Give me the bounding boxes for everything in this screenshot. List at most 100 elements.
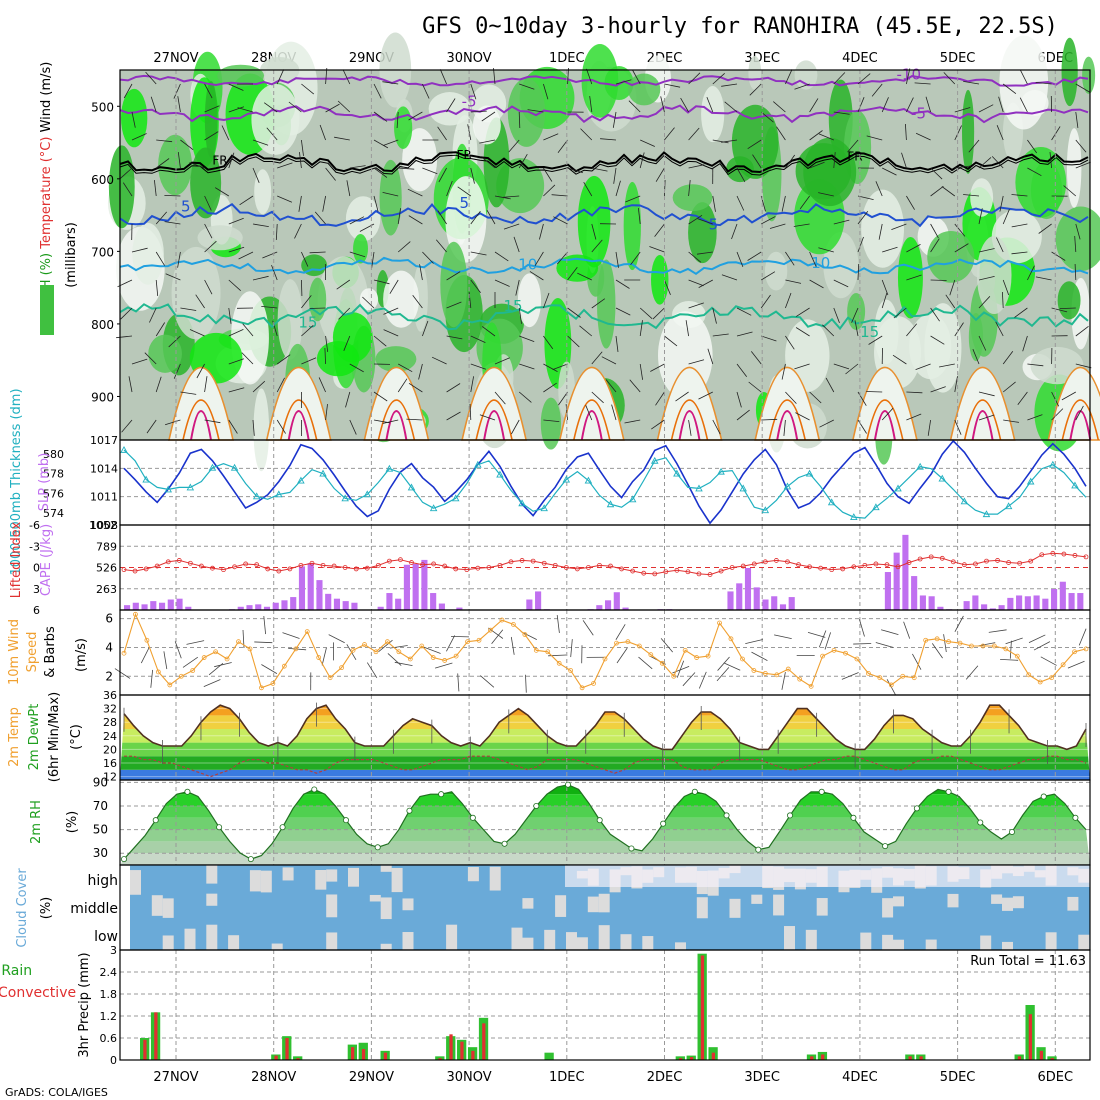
wind-barb — [781, 195, 786, 212]
cloud-clear-block — [380, 897, 392, 920]
lifted-marker — [619, 566, 624, 572]
rh-marker — [406, 807, 413, 814]
cloud-level-label: low — [94, 929, 118, 945]
wind-barb — [412, 295, 423, 309]
rh-tick-label: 50 — [93, 823, 108, 837]
lifted-marker — [276, 568, 282, 574]
wind-barb — [467, 124, 472, 141]
wind-barb — [697, 218, 713, 225]
warm-dome — [656, 366, 723, 441]
slp-tick-label: 1014 — [90, 462, 118, 475]
lifted-marker — [364, 565, 370, 571]
wind-barb — [154, 180, 157, 197]
wind-barb — [996, 237, 1004, 253]
wind-barb — [664, 127, 675, 141]
wind-barb — [513, 236, 520, 253]
temp-ylabel-1: 2m Temp — [7, 707, 22, 767]
top-date-label: 1DEC — [549, 51, 585, 66]
surface-wind-barb — [186, 640, 205, 645]
high-cloud-gap — [565, 865, 1090, 887]
wind-barb — [446, 301, 462, 309]
wind-speed-marker — [923, 637, 929, 643]
surface-wind-barb — [698, 671, 707, 689]
wind-speed-marker — [854, 656, 860, 662]
wind-barb — [651, 419, 665, 430]
lifted-marker — [165, 559, 171, 565]
thickness-marker — [142, 475, 150, 483]
wind-tick-label: 6 — [105, 612, 113, 626]
wind-speed-marker — [591, 681, 596, 686]
wind-speed-marker — [682, 647, 688, 653]
thickness-marker — [496, 470, 504, 478]
wind-barb — [276, 69, 285, 85]
wind-barb — [748, 381, 762, 393]
wind-barb — [857, 195, 874, 200]
wind-barb — [639, 307, 653, 319]
wind-barb — [943, 72, 956, 85]
wind-barb — [494, 251, 509, 262]
wind-barb — [660, 96, 665, 113]
slp-ylabel: SLP (mb) — [37, 453, 52, 512]
wind-speed-marker — [866, 670, 871, 676]
surface-wind-barb — [903, 621, 911, 639]
lifted-marker — [210, 565, 215, 571]
cape-bar — [1024, 596, 1031, 610]
wind-barb — [567, 67, 569, 85]
bottom-date-label: 27NOV — [153, 1070, 198, 1085]
rh-contour-patch — [253, 388, 270, 472]
wind-barb — [866, 391, 883, 393]
wind-barb — [819, 419, 834, 428]
lifted-marker — [652, 571, 658, 577]
rh-contour-patch — [445, 176, 487, 263]
wind-barb — [556, 251, 568, 265]
wind-barb — [238, 251, 254, 260]
wind-speed-marker — [362, 642, 367, 647]
rh-contour-patch — [672, 184, 713, 212]
bottom-date-label: 30NOV — [447, 1070, 492, 1085]
cloud-clear-block — [1067, 896, 1079, 911]
lifted-marker — [1072, 553, 1078, 558]
hot-dome-core — [190, 409, 212, 441]
wind-barb — [150, 96, 157, 113]
wind-barb — [389, 279, 399, 294]
cloud-clear-block — [947, 893, 959, 908]
surface-wind-barb — [912, 653, 922, 670]
rh-marker — [850, 814, 857, 821]
cape-bar — [989, 608, 996, 610]
rh-marker — [1072, 814, 1079, 821]
wind-barb — [794, 363, 810, 370]
wind-barb — [1017, 391, 1028, 406]
wind-ylabel-2: Speed — [25, 632, 40, 673]
wind-barb — [214, 187, 230, 197]
lifted-marker — [840, 566, 846, 572]
wind-barb — [195, 294, 205, 309]
cloud-level-label: middle — [70, 901, 118, 917]
wind-speed-marker — [843, 650, 848, 656]
wind-barb — [978, 335, 987, 351]
wind-tick-label: 2 — [105, 669, 113, 683]
rh-marker — [533, 802, 540, 809]
wind-barb — [373, 167, 388, 178]
wind-barb — [866, 135, 883, 141]
wind-speed-marker — [350, 647, 356, 653]
wind-barb — [382, 192, 399, 197]
wind-barb — [228, 279, 241, 291]
cloud-clear-block — [402, 932, 414, 950]
wind-barb — [1019, 69, 1028, 85]
wind-barb — [314, 211, 326, 225]
wind-barb — [1002, 83, 1017, 95]
wind-barb — [795, 412, 810, 421]
precip-convective-bar — [919, 1056, 923, 1060]
cloud-clear-block — [162, 935, 174, 950]
wind-barb — [640, 139, 655, 147]
cloud-clear-block — [206, 893, 218, 906]
wind-barb — [793, 223, 810, 227]
wind-barb — [189, 162, 205, 169]
wind-barb — [493, 68, 496, 85]
thickness-marker — [717, 467, 725, 475]
precip-convective-bar — [1017, 1056, 1022, 1060]
wind-barb — [591, 391, 604, 404]
wind-speed-marker — [1060, 662, 1066, 668]
wind-speed-marker — [1072, 649, 1077, 655]
rh-contour-patch — [861, 189, 905, 268]
